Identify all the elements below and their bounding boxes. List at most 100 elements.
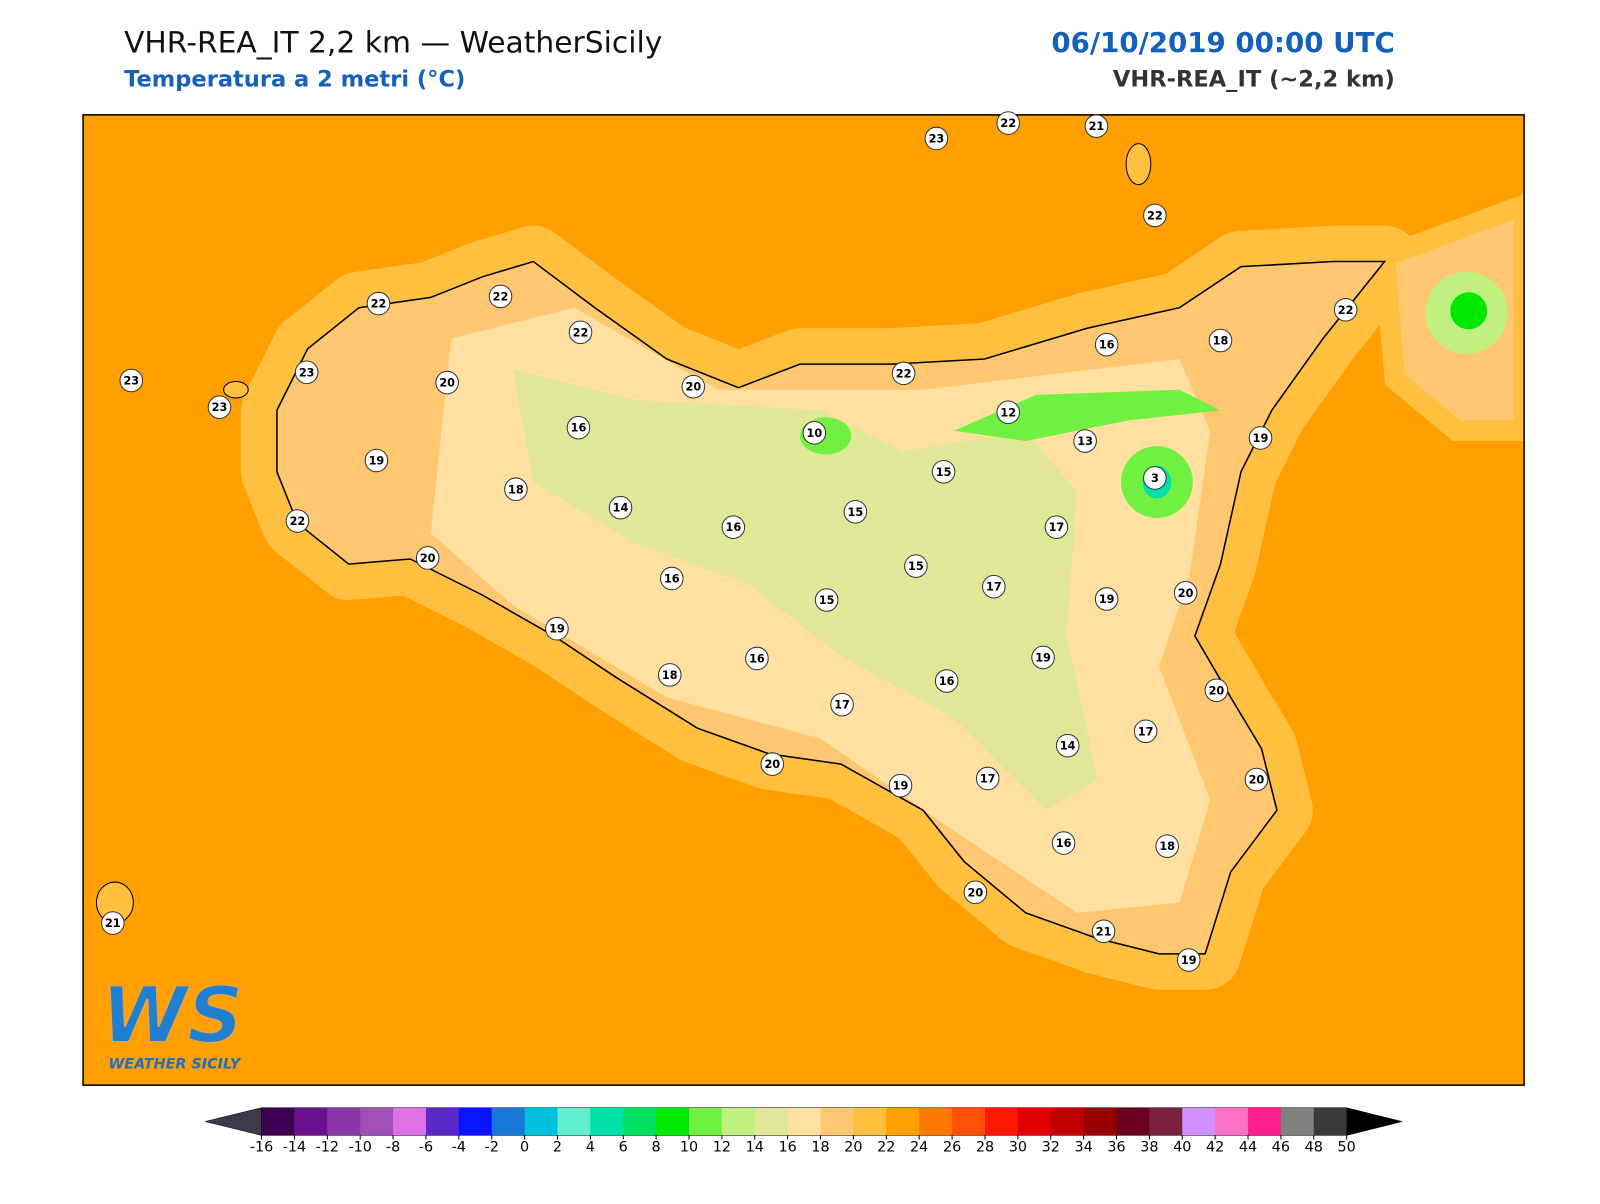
station-marker: [760, 752, 785, 776]
station-marker: [1044, 515, 1069, 539]
station-value: 20: [1178, 587, 1194, 600]
station-value: 20: [968, 886, 984, 899]
station-marker: [721, 515, 746, 539]
station-marker: [996, 400, 1020, 425]
logo-caption: WEATHER SICILY: [108, 1057, 241, 1073]
station-value: 21: [1089, 120, 1105, 133]
station-marker: [1176, 948, 1201, 972]
station-marker: [415, 546, 440, 570]
colorbar-over: [1346, 1107, 1403, 1136]
station-value: 21: [1096, 925, 1112, 938]
colorbar-tick-label: -16: [250, 1140, 273, 1156]
colorbar-segment: [656, 1107, 690, 1136]
station-value: 18: [1159, 840, 1175, 853]
colorbar-tick-label: 34: [1074, 1140, 1092, 1156]
colorbar-tick-label: 24: [910, 1140, 928, 1156]
colorbar-frame: [261, 1107, 1347, 1136]
colorbar-segment: [491, 1107, 526, 1136]
station-value: 23: [299, 366, 315, 379]
colorbar-segment: [1083, 1107, 1118, 1136]
colorbar-segment: [458, 1107, 493, 1136]
colorbar-segment: [1017, 1107, 1052, 1136]
station-marker: [1155, 834, 1179, 858]
station-marker: [1051, 831, 1076, 855]
station-marker: [1248, 426, 1273, 450]
colorbar-tick-label: 20: [844, 1140, 862, 1156]
station-marker: [568, 320, 593, 345]
station-marker: [1143, 203, 1167, 228]
colorbar-tick-label: -14: [283, 1140, 306, 1156]
station-marker: [934, 669, 959, 693]
station-value: 23: [212, 401, 228, 414]
colorbar-segment: [294, 1107, 328, 1136]
colorbar-tick-label: -4: [452, 1140, 466, 1156]
station-marker: [364, 448, 389, 473]
station-value: 20: [420, 552, 436, 565]
colorbar-segment: [623, 1107, 657, 1136]
station-value: 15: [908, 560, 924, 573]
station-value: 22: [573, 326, 589, 339]
colorbar-segment: [261, 1107, 295, 1136]
colorbar-segment: [1313, 1107, 1348, 1136]
stations: 23 22 21 22 22 22 22 23 23 23 20 20 22 16 18 22 16 10 12 13…: [101, 111, 1358, 972]
station-value: 20: [1249, 774, 1265, 787]
colorbar-under: [205, 1107, 262, 1136]
station-value: 16: [1099, 339, 1115, 352]
colorbar-segment: [1248, 1107, 1282, 1136]
colorbar-segment: [754, 1107, 789, 1136]
station-marker: [435, 370, 459, 395]
station-marker: [802, 421, 827, 445]
station-marker: [488, 284, 513, 309]
station-value: 19: [893, 780, 909, 793]
colorbar-tick-label: -12: [316, 1140, 339, 1156]
station-marker: [975, 766, 1000, 791]
colorbar-segment: [425, 1107, 460, 1136]
title: VHR-REA_IT 2,2 km — WeatherSicily: [124, 26, 662, 61]
station-marker: [207, 395, 232, 419]
colorbar-segment: [1215, 1107, 1249, 1136]
subtitle: Temperatura a 2 metri (°C): [124, 67, 465, 93]
station-value: 19: [1253, 432, 1269, 445]
station-marker: [119, 368, 144, 393]
colorbar-tick-label: 10: [680, 1140, 698, 1156]
station-value: 19: [1181, 954, 1197, 967]
station-marker: [101, 911, 125, 935]
station-value: 16: [749, 652, 765, 665]
colorbar-segment: [360, 1107, 394, 1136]
station-value: 19: [549, 623, 565, 636]
colorbar-tick-label: 0: [520, 1140, 529, 1156]
colorbar-tick-label: 28: [976, 1140, 994, 1156]
colorbar-tick-label: 46: [1272, 1140, 1290, 1156]
station-value: 16: [1056, 837, 1072, 850]
colorbar-tick-label: -10: [348, 1140, 371, 1156]
station-value: 14: [1060, 740, 1076, 753]
station-marker: [1244, 767, 1269, 792]
island: [1125, 143, 1152, 186]
station-value: 16: [571, 422, 587, 435]
station-value: 17: [1049, 521, 1065, 534]
station-value: 23: [929, 132, 945, 145]
colorbar-tick-label: 42: [1206, 1140, 1224, 1156]
logo: WS WEATHER SICILY: [100, 970, 244, 1073]
colorbar-tick-label: 26: [943, 1140, 961, 1156]
station-marker: [931, 460, 956, 484]
station-marker: [285, 509, 310, 533]
colorbar-tick-label: 4: [586, 1140, 595, 1156]
station-marker: [843, 500, 868, 524]
station-value: 16: [664, 572, 680, 585]
station-value: 17: [986, 581, 1002, 594]
colorbar-tick-label: 6: [619, 1140, 628, 1156]
station-value: 17: [1138, 725, 1154, 738]
colorbar-tick-label: 48: [1305, 1140, 1323, 1156]
colorbar-segment: [327, 1107, 361, 1136]
station-marker: [982, 574, 1006, 599]
colorbar-segment: [557, 1107, 591, 1136]
colorbar-tick-label: 8: [652, 1140, 661, 1156]
colorbar-tick-label: 38: [1140, 1140, 1158, 1156]
colorbar-tick-label: 44: [1239, 1140, 1257, 1156]
colorbar-tick-label: 18: [811, 1140, 829, 1156]
station-marker: [1173, 581, 1198, 605]
station-marker: [681, 374, 706, 399]
station-value: 22: [371, 298, 387, 311]
map: 23 22 21 22 22 22 22 23 23 23 20 20 22 16 18 22 16 10 12 13…: [82, 111, 1525, 1086]
